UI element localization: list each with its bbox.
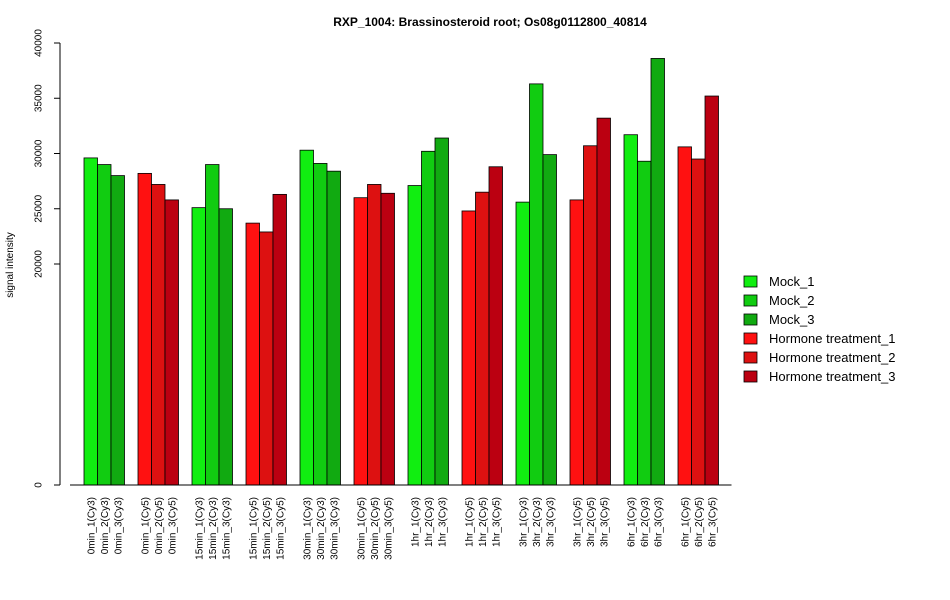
- y-axis-label: signal intensity: [5, 232, 16, 298]
- legend: Mock_1 Mock_2 Mock_3 Hormone treatment_1 Hor…: [743, 274, 895, 384]
- x-tick-label: 6hr_2(Cy5): [694, 497, 705, 547]
- x-tick-label: 0min_3(Cy5): [167, 497, 178, 554]
- x-tick-label: 30min_1(Cy3): [302, 497, 313, 560]
- bar: [164, 199, 179, 486]
- x-tick-label: 15min_1(Cy5): [248, 497, 259, 560]
- x-tick-label: 1hr_2(Cy3): [424, 497, 435, 547]
- bar: [623, 134, 638, 486]
- bar: [97, 164, 112, 486]
- x-tick-label: 0min_1(Cy3): [86, 497, 97, 554]
- x-tick-label: 1hr_3(Cy3): [437, 497, 448, 547]
- y-tick-label: 25000: [34, 194, 45, 222]
- x-tick-label: 30min_2(Cy3): [316, 497, 327, 560]
- chart-title: RXP_1004: Brassinosteroid root; Os08g011…: [333, 15, 647, 29]
- x-tick-label: 6hr_3(Cy5): [707, 497, 718, 547]
- bar: [137, 172, 152, 486]
- bar: [407, 185, 422, 486]
- bar: [151, 184, 166, 486]
- x-tick-label: 1hr_2(Cy5): [478, 497, 489, 547]
- legend-label: Mock_3: [769, 312, 815, 327]
- bar: [488, 166, 503, 486]
- bar: [259, 231, 274, 486]
- x-tick-label: 3hr_2(Cy5): [586, 497, 597, 547]
- bar: [596, 117, 611, 486]
- y-tick-label: 35000: [34, 84, 45, 112]
- y-axis: 0 20000 25000 30000 35000 40000: [34, 29, 61, 488]
- legend-label: Mock_1: [769, 274, 815, 289]
- bar: [272, 193, 287, 486]
- x-tick-label: 6hr_3(Cy3): [653, 497, 664, 547]
- y-tick-label: 20000: [34, 250, 45, 278]
- bar: [529, 83, 544, 486]
- x-tick-label: 30min_3(Cy3): [329, 497, 340, 560]
- x-tick-label: 3hr_2(Cy3): [532, 497, 543, 547]
- x-tick-label: 15min_3(Cy3): [221, 497, 232, 560]
- x-tick-label: 6hr_1(Cy5): [680, 497, 691, 547]
- bar: [313, 163, 328, 486]
- x-tick-label: 15min_2(Cy3): [208, 497, 219, 560]
- x-tick-label: 1hr_3(Cy5): [491, 497, 502, 547]
- x-tick-label: 0min_2(Cy5): [154, 497, 165, 554]
- legend-swatch: [743, 370, 758, 383]
- bar: [299, 149, 314, 486]
- x-tick-label: 0min_2(Cy3): [100, 497, 111, 554]
- bar: [191, 207, 206, 486]
- bar: [637, 160, 652, 486]
- x-tick-label: 0min_1(Cy5): [140, 497, 151, 554]
- y-tick-label: 30000: [34, 139, 45, 167]
- legend-swatch: [743, 294, 758, 307]
- bar: [367, 184, 382, 486]
- x-tick-label: 15min_1(Cy3): [194, 497, 205, 560]
- bars: [83, 58, 719, 486]
- bar: [515, 201, 530, 486]
- bar: [542, 154, 557, 486]
- bar: [218, 208, 233, 486]
- x-tick-label: 1hr_1(Cy5): [464, 497, 475, 547]
- bar: [461, 210, 476, 486]
- bar: [83, 157, 98, 486]
- x-tick-label: 3hr_1(Cy3): [518, 497, 529, 547]
- bar: [245, 222, 260, 486]
- bar: [650, 58, 665, 486]
- x-tick-label: 3hr_3(Cy5): [599, 497, 610, 547]
- legend-label: Hormone treatment_2: [769, 350, 895, 365]
- bar: [691, 158, 706, 486]
- legend-swatch: [743, 275, 758, 288]
- legend-label: Hormone treatment_1: [769, 331, 895, 346]
- bar: [380, 192, 395, 486]
- x-tick-label: 6hr_2(Cy3): [640, 497, 651, 547]
- x-tick-label: 15min_2(Cy5): [262, 497, 273, 560]
- legend-swatch: [743, 313, 758, 326]
- bar: [205, 164, 220, 486]
- x-tick-label: 0min_3(Cy3): [113, 497, 124, 554]
- bar: [569, 199, 584, 486]
- x-tick-label: 15min_3(Cy5): [275, 497, 286, 560]
- legend-label: Mock_2: [769, 293, 815, 308]
- x-tick-label: 3hr_1(Cy5): [572, 497, 583, 547]
- bar: [475, 191, 490, 486]
- bar: [110, 175, 125, 486]
- legend-label: Hormone treatment_3: [769, 369, 895, 384]
- bar: [421, 150, 436, 486]
- x-tick-label: 30min_3(Cy5): [383, 497, 394, 560]
- legend-swatch: [743, 351, 758, 364]
- x-tick-label: 6hr_1(Cy3): [626, 497, 637, 547]
- x-axis-labels: 0min_1(Cy3) 0min_2(Cy3) 0min_3(Cy3) 0min_1(…: [86, 497, 718, 560]
- bar: [583, 145, 598, 486]
- legend-swatch: [743, 332, 758, 345]
- x-tick-label: 1hr_1(Cy3): [410, 497, 421, 547]
- y-tick-label: 40000: [34, 29, 45, 57]
- x-tick-label: 30min_1(Cy5): [356, 497, 367, 560]
- bar: [353, 197, 368, 486]
- bar: [704, 95, 719, 486]
- bar: [434, 137, 449, 486]
- bar: [326, 170, 341, 486]
- x-tick-label: 3hr_3(Cy3): [545, 497, 556, 547]
- bar: [677, 146, 692, 486]
- x-tick-label: 30min_2(Cy5): [370, 497, 381, 560]
- y-tick-label: 0: [34, 482, 45, 488]
